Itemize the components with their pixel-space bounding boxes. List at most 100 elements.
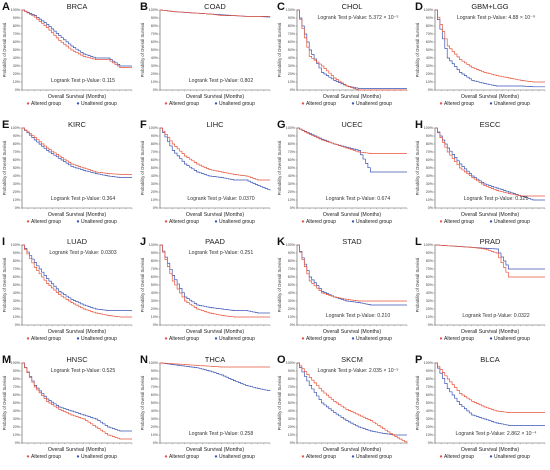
y-tick-label: 30% xyxy=(425,299,433,303)
x-axis-label: Overall Survival (Months) xyxy=(323,212,382,218)
y-tick-label: 0% xyxy=(152,88,158,92)
legend-unaltered-marker xyxy=(76,337,80,340)
y-tick-label: 60% xyxy=(13,40,21,44)
x-axis-label: Overall Survival (Months) xyxy=(323,447,382,453)
y-tick-label: 90% xyxy=(13,369,21,373)
legend-altered-label: Altered group xyxy=(31,454,61,460)
series-altered-line xyxy=(159,127,270,180)
y-tick-label: 90% xyxy=(425,251,433,255)
pvalue-text: Logrank Test p-Value: 0.0322 xyxy=(462,313,529,319)
series-altered-line xyxy=(159,9,270,17)
y-tick-label: 0% xyxy=(290,206,296,210)
legend-altered-marker xyxy=(164,337,167,340)
chart-title: PRAD xyxy=(479,237,500,246)
y-tick-label: 50% xyxy=(150,283,158,287)
y-tick-label: 80% xyxy=(425,259,433,263)
legend-altered-label: Altered group xyxy=(169,454,199,460)
chart-title: CHOL xyxy=(342,2,363,11)
panel-m: M HNSC Probability of Overall Survival 0% 10… xyxy=(0,353,137,470)
series-altered-line xyxy=(22,127,132,175)
y-tick-label: 80% xyxy=(13,377,21,381)
x-axis-label: Overall Survival (Months) xyxy=(185,447,244,453)
legend-altered-label: Altered group xyxy=(31,101,61,107)
y-tick-label: 90% xyxy=(13,134,21,138)
y-tick-label: 90% xyxy=(150,16,158,20)
y-tick-label: 0% xyxy=(15,323,21,327)
legend-altered-label: Altered group xyxy=(444,219,474,225)
y-tick-label: 80% xyxy=(13,142,21,146)
km-plot-a: A BRCA Probability of Overall Survival 0% 10… xyxy=(2,1,133,107)
y-axis-label: Probability of Overall Survival xyxy=(415,258,420,313)
y-tick-label: 70% xyxy=(13,267,21,271)
y-tick-label: 10% xyxy=(288,80,296,84)
series-unaltered-line xyxy=(159,244,270,314)
legend-altered-marker xyxy=(439,337,442,340)
legend-unaltered-label: Unaltered group xyxy=(219,101,255,107)
legend-unaltered-label: Unaltered group xyxy=(356,336,392,342)
series-altered-line xyxy=(159,362,270,367)
legend-unaltered-marker xyxy=(351,337,355,340)
y-tick-label: 60% xyxy=(288,393,296,397)
legend-altered-marker xyxy=(26,454,30,458)
panel-j: J PAAD Probability of Overall Survival 0% 10… xyxy=(138,235,275,352)
chart-title: GBM+LGG xyxy=(471,2,508,11)
y-tick-label: 100% xyxy=(423,361,433,365)
pvalue-text: Logrank Test p-Value: 0.0370 xyxy=(187,196,254,202)
panel-letter: B xyxy=(140,1,148,13)
y-tick-label: 20% xyxy=(13,425,21,429)
y-tick-label: 40% xyxy=(13,291,21,295)
legend-altered-label: Altered group xyxy=(444,336,474,342)
y-tick-label: 70% xyxy=(13,150,21,154)
chart-title: STAD xyxy=(342,237,362,246)
x-axis-label: Overall Survival (Months) xyxy=(48,212,107,218)
y-tick-label: 70% xyxy=(288,150,296,154)
y-tick-label: 80% xyxy=(150,142,158,146)
y-tick-label: 20% xyxy=(288,72,296,76)
y-tick-label: 10% xyxy=(425,315,433,319)
series-altered-line xyxy=(434,362,545,413)
panel-n: N THCA Probability of Overall Survival 0% 10… xyxy=(138,353,275,470)
panel-k: K STAD Probability of Overall Survival 0% 10… xyxy=(275,235,412,352)
y-axis-label: Probability of Overall Survival xyxy=(140,258,145,313)
chart-title: LIHC xyxy=(206,120,224,129)
pvalue-text: Logrank Test p-Value: 0.674 xyxy=(326,196,391,202)
y-tick-label: 30% xyxy=(288,182,296,186)
pvalue-text: Logrank Test p-Value: 0.258 xyxy=(188,431,253,437)
pvalue-text: Logrank Test p-Value: 0.525 xyxy=(51,368,116,374)
series-altered-line xyxy=(22,244,132,318)
chart-title: BRCA xyxy=(67,2,88,11)
y-tick-label: 60% xyxy=(13,393,21,397)
y-tick-label: 30% xyxy=(13,299,21,303)
km-plot-n: N THCA Probability of Overall Survival 0% 10… xyxy=(140,354,270,460)
y-tick-label: 80% xyxy=(425,24,433,28)
y-tick-label: 80% xyxy=(425,142,433,146)
x-axis-label: Overall Survival (Months) xyxy=(323,94,382,100)
y-axis-label: Probability of Overall Survival xyxy=(415,140,420,195)
legend-unaltered-label: Unaltered group xyxy=(494,219,530,225)
panel-letter: O xyxy=(277,354,286,366)
legend-unaltered-label: Unaltered group xyxy=(81,101,117,107)
y-axis-label: Probability of Overall Survival xyxy=(2,140,7,195)
y-tick-label: 0% xyxy=(152,206,158,210)
y-tick-label: 50% xyxy=(13,166,21,170)
pvalue-text: Logrank Test p-Value: 4.88 × 10⁻⁹ xyxy=(456,15,534,21)
legend: Altered group Unaltered group xyxy=(301,454,392,460)
legend-altered-marker xyxy=(164,454,167,458)
y-tick-label: 100% xyxy=(286,126,296,130)
y-tick-label: 90% xyxy=(288,369,296,373)
y-tick-label: 60% xyxy=(150,393,158,397)
y-tick-label: 40% xyxy=(13,174,21,178)
y-tick-label: 70% xyxy=(425,150,433,154)
y-tick-label: 60% xyxy=(13,275,21,279)
series-altered-line xyxy=(22,9,132,68)
y-tick-label: 30% xyxy=(288,299,296,303)
legend-unaltered-label: Unaltered group xyxy=(494,454,530,460)
y-axis-label: Probability of Overall Survival xyxy=(140,140,145,195)
y-tick-label: 30% xyxy=(288,417,296,421)
y-tick-label: 0% xyxy=(427,206,433,210)
legend-altered-marker xyxy=(164,219,167,223)
legend-unaltered-marker xyxy=(489,337,492,340)
km-plot-o: O SKCM Probability of Overall Survival 0% 10… xyxy=(277,354,408,460)
panel-letter: L xyxy=(415,236,422,248)
y-tick-label: 90% xyxy=(150,369,158,373)
